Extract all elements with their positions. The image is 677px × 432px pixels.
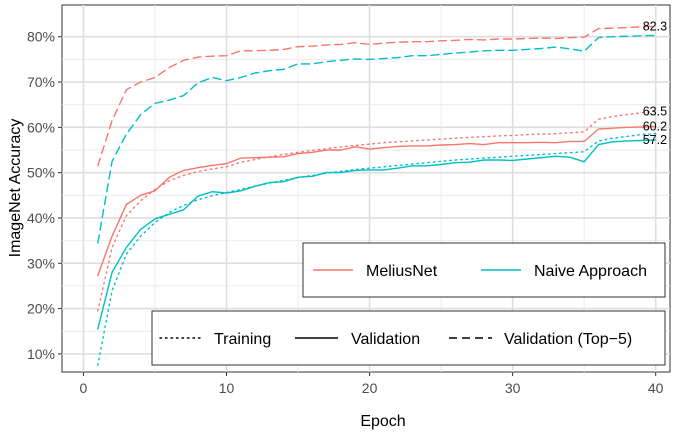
end-value-label: 82.3 [643, 19, 667, 33]
legend-label-meliusnet: MeliusNet [366, 263, 438, 280]
x-tick-label: 20 [362, 380, 378, 396]
y-tick-label: 50% [27, 165, 55, 181]
legend-label-training: Training [214, 331, 271, 348]
legend-label-validation-top5: Validation (Top−5) [504, 331, 632, 348]
end-value-label: 63.5 [643, 104, 667, 118]
x-tick-label: 0 [80, 380, 88, 396]
series-line-naive-approach-validation-top-5 [97, 34, 657, 244]
series-line-meliusnet-validation [97, 125, 657, 277]
end-value-label: 60.2 [643, 119, 667, 133]
end-value-label: 57.2 [643, 133, 667, 147]
y-tick-label: 10% [27, 346, 55, 362]
legend-linetype-box [151, 310, 666, 366]
legend-label-validation: Validation [351, 331, 420, 348]
legend-color: MeliusNet Naive Approach [302, 242, 666, 298]
series-line-naive-approach-validation [97, 139, 657, 330]
x-axis-title: Epoch [360, 413, 405, 430]
x-tick-label: 40 [648, 380, 664, 396]
y-tick-label: 20% [27, 301, 55, 317]
y-tick-label: 80% [27, 29, 55, 45]
end-labels: 82.3 63.560.257.2 [643, 19, 667, 147]
legend-linetype: Training Validation Validation (Top−5) [151, 310, 666, 366]
series-lines [97, 25, 657, 366]
x-tick-label: 10 [219, 380, 235, 396]
y-tick-label: 70% [27, 74, 55, 90]
y-axis: 10% 20% 30% 40% 50% 60% 70% 80% [27, 29, 62, 362]
series-line-meliusnet-validation-top-5 [97, 25, 657, 167]
legend-label-naive-approach: Naive Approach [534, 263, 647, 280]
x-axis: 0 10 20 30 40 [80, 372, 664, 396]
series-line-meliusnet-training [97, 110, 657, 312]
y-tick-label: 60% [27, 119, 55, 135]
x-tick-label: 30 [505, 380, 521, 396]
y-tick-label: 40% [27, 210, 55, 226]
y-tick-label: 30% [27, 255, 55, 271]
y-axis-title: ImageNet Accuracy [7, 119, 24, 258]
